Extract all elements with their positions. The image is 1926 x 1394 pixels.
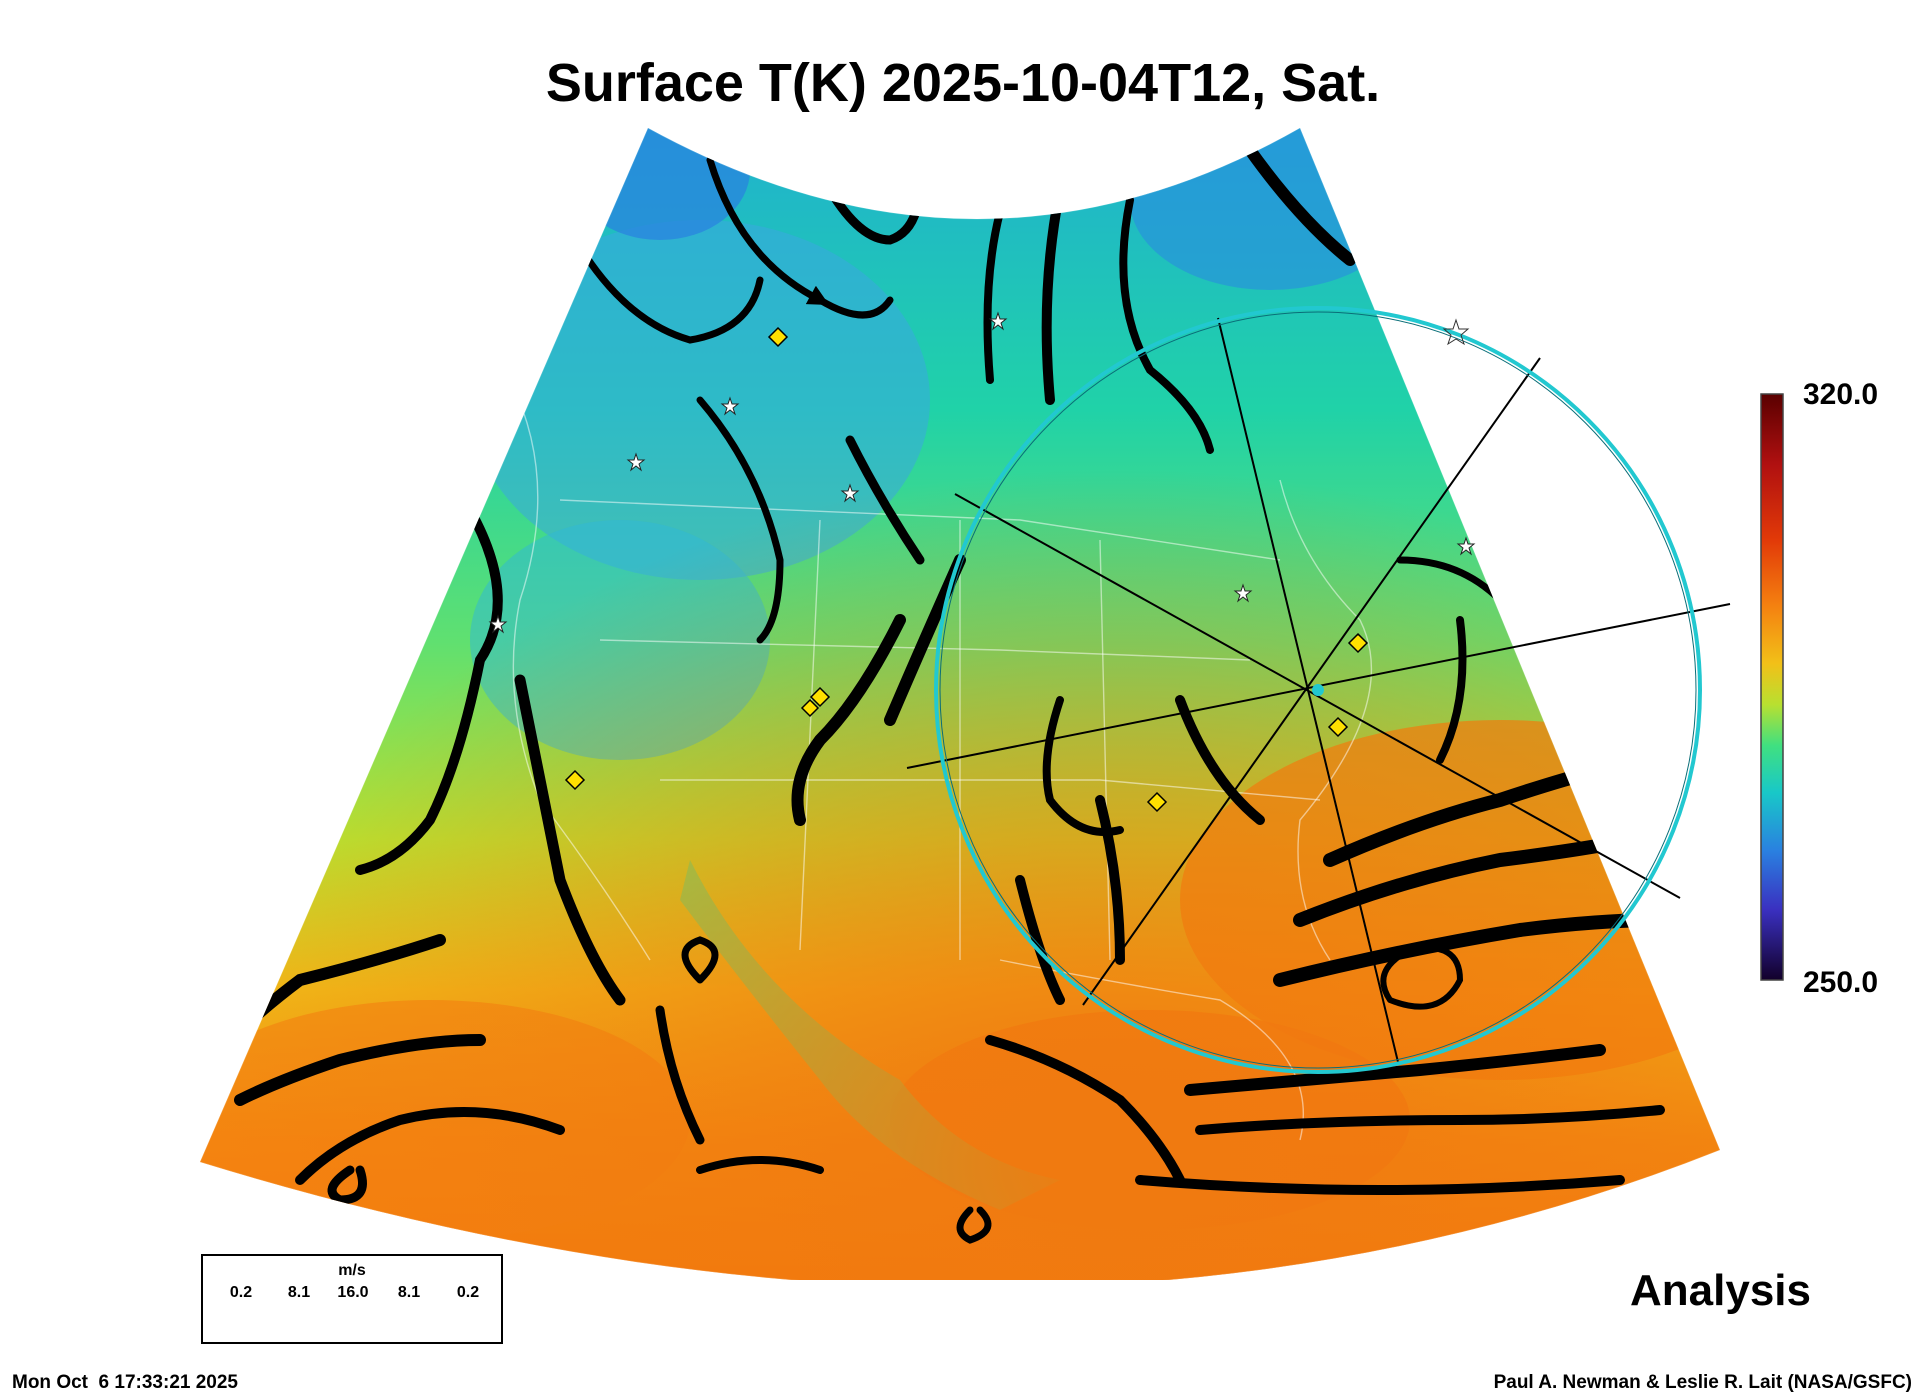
- legend-value: 0.2: [456, 1284, 480, 1301]
- legend-unit: m/s: [338, 1262, 366, 1279]
- wind-speed-legend: m/s 0.2 8.1 16.0 8.1 0.2: [201, 1254, 503, 1344]
- star-marker: [840, 483, 860, 503]
- credit-line: Paul A. Newman & Leslie R. Lait (NASA/GS…: [1493, 1372, 1912, 1393]
- diamond-marker: [809, 686, 831, 708]
- map-title: Surface T(K) 2025-10-04T12, Sat.: [545, 53, 1381, 113]
- legend-value: 0.2: [229, 1284, 253, 1301]
- diamond-markers: [564, 326, 1369, 813]
- star-marker: [488, 614, 508, 634]
- star-markers: [488, 311, 1476, 634]
- timestamp: Mon Oct 6 17:33:21 2025: [12, 1372, 238, 1393]
- star-marker: [988, 311, 1008, 331]
- analysis-label: Analysis: [1630, 1266, 1811, 1315]
- coastlines: [509, 379, 1373, 1141]
- diamond-marker: [1347, 632, 1369, 654]
- legend-value: 16.0: [337, 1284, 369, 1301]
- diamond-marker: [1146, 791, 1168, 813]
- star-marker: [1442, 318, 1470, 346]
- range-ring: [934, 306, 1702, 1074]
- star-marker: [720, 396, 740, 416]
- colorbar-min-label: 250.0: [1803, 966, 1879, 999]
- diamond-marker: [564, 769, 586, 791]
- star-marker: [1233, 583, 1253, 603]
- star-marker: [626, 452, 646, 472]
- diamond-marker: [1327, 716, 1349, 738]
- colorbar: [1760, 393, 1784, 981]
- diamond-marker: [800, 698, 820, 718]
- colorbar-max-label: 320.0: [1803, 378, 1879, 411]
- legend-value: 8.1: [397, 1284, 421, 1301]
- legend-value: 8.1: [287, 1284, 311, 1301]
- diamond-marker: [767, 326, 789, 348]
- temperature-field: [200, 128, 1720, 1280]
- star-marker: [1456, 536, 1476, 556]
